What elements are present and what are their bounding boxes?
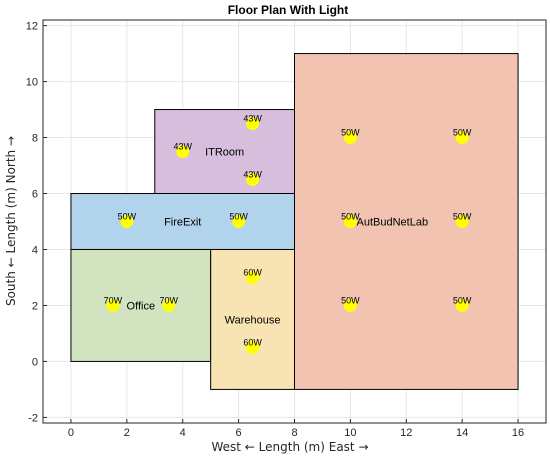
light-bulb	[455, 298, 469, 312]
light-wattage-label: 60W	[243, 337, 262, 347]
room-label-autbudnetlab: AutBudNetLab	[357, 217, 429, 229]
x-tick-label: 0	[68, 427, 74, 439]
light-bulb	[246, 173, 260, 187]
light-bulb	[343, 298, 357, 312]
y-tick-label: 12	[26, 21, 38, 33]
y-axis-label: South ← Length (m) North →	[4, 136, 18, 306]
light-wattage-label: 43W	[243, 170, 262, 180]
light-bulb	[246, 117, 260, 131]
light-wattage-label: 50W	[453, 212, 472, 222]
light-wattage-label: 70W	[159, 295, 178, 305]
x-tick-label: 2	[124, 427, 130, 439]
room-label-fireexit: FireExit	[164, 217, 201, 229]
y-tick-label: 10	[26, 77, 38, 89]
light-wattage-label: 50W	[453, 128, 472, 138]
rooms: AutBudNetLab ITRoom FireExit Office Warehous…	[70, 53, 519, 390]
x-tick-label: 4	[180, 427, 186, 439]
light-bulb	[106, 298, 120, 312]
light-bulb	[343, 215, 357, 228]
light-bulb	[176, 145, 190, 159]
light-bulb	[455, 131, 469, 145]
light-wattage-label: 50W	[118, 212, 137, 222]
y-tick-label: 8	[32, 133, 38, 145]
x-tick-label: 6	[236, 427, 242, 439]
light-bulb	[455, 215, 469, 228]
x-tick-label: 10	[344, 427, 356, 439]
light-wattage-label: 43W	[243, 114, 262, 124]
light-bulb	[232, 215, 246, 228]
light-bulb	[343, 131, 357, 145]
room-label-itroom: ITRoom	[205, 147, 244, 159]
light-bulb	[246, 270, 260, 284]
light-wattage-label: 50W	[341, 295, 360, 305]
room-office	[70, 248, 212, 362]
x-tick-label: 16	[512, 427, 524, 439]
light-wattage-label: 43W	[173, 142, 192, 152]
y-tick-label: 6	[32, 189, 38, 201]
axes: 0 2 4 6 8 10 12 14 16 -2 0 2 4 6 8 10 12	[26, 19, 547, 439]
room-label-warehouse: Warehouse	[225, 314, 281, 326]
room-fireexit	[70, 193, 295, 250]
chart-title: Floor Plan With Light	[228, 3, 349, 17]
light-wattage-label: 60W	[243, 267, 262, 277]
light-wattage-label: 50W	[453, 295, 472, 305]
y-tick-label: 2	[32, 300, 38, 312]
room-autbudnetlab	[294, 53, 519, 390]
y-tick-label: 0	[32, 356, 38, 368]
lights: 43W 43W 43W 50W 50W 50W 50W 50W 50W 50W 50W 70W 70W 6…	[104, 114, 472, 354]
x-tick-label: 14	[456, 427, 468, 439]
y-tick-label: 4	[32, 244, 38, 256]
light-bulb	[162, 298, 176, 312]
y-tick-label: -2	[28, 412, 38, 424]
x-tick-label: 8	[291, 427, 297, 439]
light-wattage-label: 50W	[229, 212, 248, 222]
light-bulb	[120, 215, 134, 228]
room-label-office: Office	[127, 300, 156, 312]
light-bulb	[246, 340, 260, 354]
x-axis-label: West ← Length (m) East →	[211, 440, 368, 454]
light-wattage-label: 50W	[341, 128, 360, 138]
light-wattage-label: 70W	[104, 295, 123, 305]
x-tick-label: 12	[400, 427, 412, 439]
light-wattage-label: 50W	[341, 212, 360, 222]
